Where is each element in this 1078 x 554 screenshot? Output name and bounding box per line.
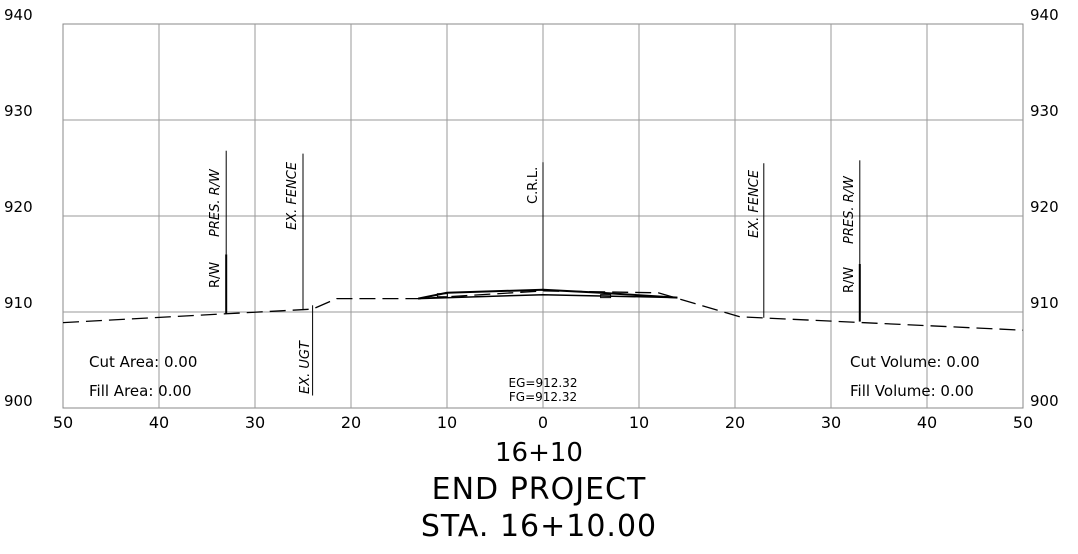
x-tick-label: 40 [917, 413, 937, 432]
shoulder-marker [436, 293, 448, 298]
station-label: 16+10 [495, 438, 583, 468]
y-tick-label-right: 900 [1030, 392, 1059, 410]
y-tick-label-right: 910 [1030, 294, 1059, 312]
feature-markers [225, 150, 861, 396]
y-tick-label-left: 910 [4, 294, 33, 312]
eg-elevation: EG=912.32 [509, 376, 578, 390]
existing-ground-line [62, 290, 1024, 331]
x-tick-label: 10 [629, 413, 649, 432]
grid [62, 23, 1024, 409]
cut-area: Cut Area: 0.00 [89, 353, 197, 371]
cut-volume: Cut Volume: 0.00 [850, 353, 980, 371]
y-tick-label-left: 900 [4, 392, 33, 410]
subgrade-line [418, 293, 678, 300]
left-rw-label: R/W [208, 262, 223, 288]
x-tick-label: 50 [1013, 413, 1033, 432]
right-rw-label: R/W [842, 267, 857, 293]
y-tick-label-left: 920 [4, 198, 33, 216]
y-tick-label-left: 940 [4, 6, 33, 24]
fg-elevation: FG=912.32 [509, 390, 577, 404]
x-tick-label: 10 [437, 413, 457, 432]
y-tick-label-left: 930 [4, 102, 33, 120]
x-tick-label: 40 [149, 413, 169, 432]
y-tick-label-right: 940 [1030, 6, 1059, 24]
right-fence-label: EX. FENCE [747, 169, 762, 238]
shoulder-marker [600, 294, 612, 299]
x-tick-label: 30 [821, 413, 841, 432]
x-tick-label: 20 [725, 413, 745, 432]
axis-ticks: 50 40 30 20 10 0 10 20 30 40 50 900 900 910 910 920 920 9… [4, 6, 1059, 432]
y-tick-label-right: 920 [1030, 198, 1059, 216]
station-full-label: STA. 16+10.00 [420, 509, 658, 544]
y-tick-label-right: 930 [1030, 102, 1059, 120]
right-pres-rw-label: PRES. R/W [842, 175, 857, 244]
x-tick-label: 20 [341, 413, 361, 432]
left-ugt-label: EX. UGT [298, 340, 313, 394]
x-tick-label: 0 [538, 413, 548, 432]
left-fence-label: EX. FENCE [285, 161, 300, 230]
left-pres-rw-label: PRES. R/W [208, 168, 223, 237]
x-tick-label: 30 [245, 413, 265, 432]
crl-label: C.R.L. [526, 167, 541, 204]
end-project-title: END PROJECT [431, 472, 647, 507]
fill-area: Fill Area: 0.00 [89, 382, 192, 400]
fill-volume: Fill Volume: 0.00 [850, 382, 974, 400]
x-tick-label: 50 [53, 413, 73, 432]
